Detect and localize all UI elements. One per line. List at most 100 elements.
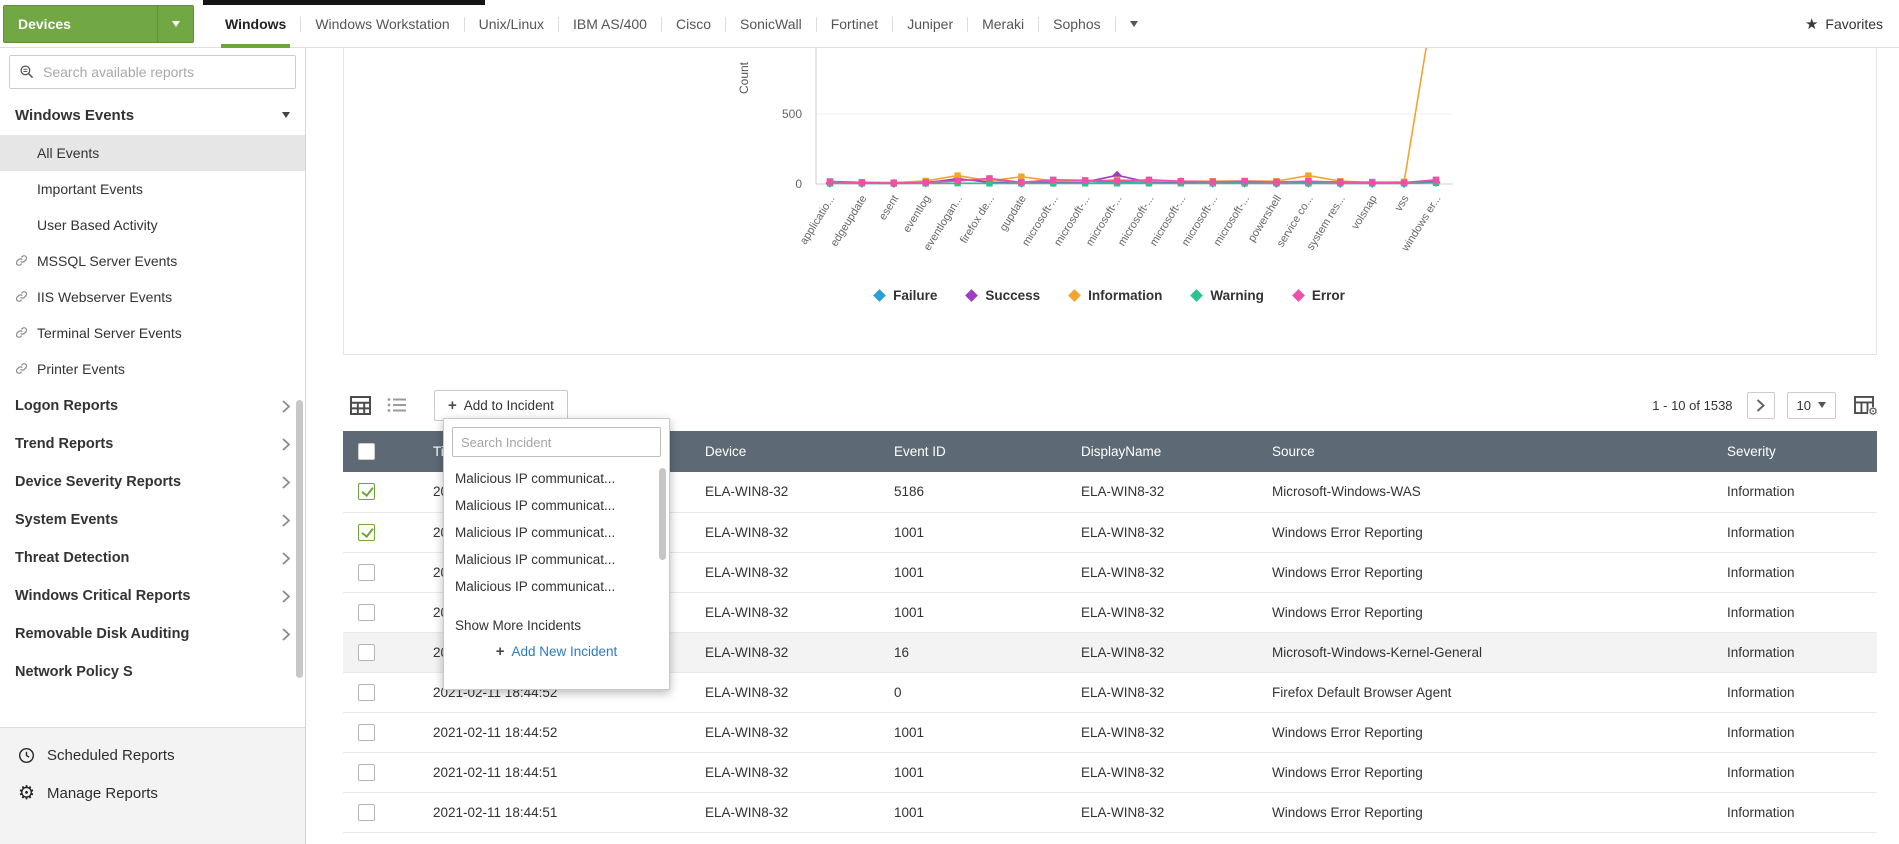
incident-list-item[interactable]: Malicious IP communicat... [455, 471, 616, 486]
scheduled-reports-button[interactable]: Scheduled Reports [0, 736, 305, 774]
cell-display-name: ELA-WIN8-32 [1071, 752, 1262, 793]
tab-juniper[interactable]: Juniper [907, 16, 954, 32]
cell-source: Microsoft-Windows-Kernel-General [1262, 632, 1717, 673]
table-row [343, 832, 1877, 844]
tab-meraki[interactable]: Meraki [982, 16, 1025, 32]
page-size-select[interactable]: 10 [1786, 391, 1836, 419]
legend-item[interactable]: Information [1068, 288, 1162, 303]
tab-fortinet[interactable]: Fortinet [830, 16, 879, 32]
tab-windows-workstation[interactable]: Windows Workstation [315, 16, 450, 32]
row-checkbox[interactable] [358, 763, 375, 781]
report-search-input[interactable] [43, 64, 286, 80]
sidebar-group-windows-critical-reports[interactable]: Windows Critical Reports [0, 577, 305, 615]
sidebar-item-label: Terminal Server Events [37, 325, 182, 341]
chevron-right-icon [282, 551, 291, 565]
svg-text:vss: vss [1393, 193, 1412, 214]
sidebar-group-label: Threat Detection [15, 550, 130, 566]
device-type-tabs: Windows Windows Workstation Unix/Linux I… [211, 0, 1152, 48]
chevron-down-icon [282, 112, 290, 118]
sidebar-scroll-area: Windows Events All Events Important Even… [0, 48, 305, 720]
page-size-value: 10 [1796, 397, 1811, 413]
manage-reports-button[interactable]: ⚙ Manage Reports [0, 774, 305, 812]
tab-unix-linux[interactable]: Unix/Linux [478, 16, 545, 32]
cell-source: Microsoft-Windows-WAS [1262, 472, 1717, 513]
devices-dropdown-button[interactable]: Devices [3, 5, 194, 43]
cell-severity: Information [1717, 752, 1877, 793]
sidebar-group-trend-reports[interactable]: Trend Reports [0, 425, 305, 463]
column-header-severity[interactable]: Severity [1717, 431, 1877, 472]
tab-sonicwall[interactable]: SonicWall [739, 16, 802, 32]
select-all-checkbox[interactable] [358, 443, 375, 460]
sidebar-group-removable-disk-auditing[interactable]: Removable Disk Auditing [0, 615, 305, 653]
row-checkbox[interactable] [358, 643, 375, 661]
cell-severity: Information [1717, 592, 1877, 633]
tabs-overflow-button[interactable] [1116, 0, 1152, 48]
incident-search-input[interactable] [461, 434, 652, 450]
tab-separator [815, 16, 817, 32]
dropdown-scrollbar[interactable] [659, 468, 666, 560]
chevron-right-icon [1756, 398, 1766, 412]
plus-icon: + [448, 396, 457, 414]
sidebar-section-windows-events[interactable]: Windows Events [0, 95, 305, 135]
show-more-incidents-button[interactable]: Show More Incidents [455, 618, 582, 633]
devices-caret-button[interactable] [157, 6, 193, 42]
sidebar-group-threat-detection[interactable]: Threat Detection [0, 539, 305, 577]
cell-device [695, 832, 884, 844]
sidebar-item-printer-events[interactable]: Printer Events [0, 351, 305, 387]
cell-device: ELA-WIN8-32 [695, 672, 884, 713]
sidebar-item-label: MSSQL Server Events [37, 253, 178, 269]
next-page-button[interactable] [1746, 391, 1775, 419]
row-checkbox[interactable] [358, 603, 375, 621]
sidebar-group-system-events[interactable]: System Events [0, 501, 305, 539]
svg-text:esent: esent [877, 193, 901, 222]
cell-severity: Information [1717, 672, 1877, 713]
add-new-incident-button[interactable]: + Add New Incident [444, 644, 669, 659]
add-to-incident-button[interactable]: + Add to Incident [434, 389, 568, 421]
row-checkbox[interactable] [358, 523, 375, 541]
sidebar-item-all-events[interactable]: All Events [0, 135, 305, 171]
sidebar-scrollbar[interactable] [296, 400, 303, 678]
list-view-button[interactable] [387, 397, 407, 413]
column-header-source[interactable]: Source [1262, 431, 1717, 472]
legend-item[interactable]: Error [1292, 288, 1345, 303]
legend-item[interactable]: Failure [873, 288, 937, 303]
sidebar-item-terminal-server-events[interactable]: Terminal Server Events [0, 315, 305, 351]
legend-item[interactable]: Success [965, 288, 1040, 303]
tab-windows[interactable]: Windows [211, 0, 300, 48]
row-checkbox[interactable] [358, 803, 375, 821]
row-checkbox[interactable] [358, 683, 375, 701]
incident-list-item[interactable]: Malicious IP communicat... [455, 579, 616, 594]
tab-separator [1038, 16, 1040, 32]
plus-icon: + [495, 643, 505, 660]
favorites-button[interactable]: ★ Favorites [1805, 0, 1883, 48]
column-header-device[interactable]: Device [695, 431, 884, 472]
sidebar-group-device-severity-reports[interactable]: Device Severity Reports [0, 463, 305, 501]
row-checkbox[interactable] [358, 563, 375, 581]
devices-label: Devices [18, 16, 71, 32]
row-checkbox[interactable] [358, 723, 375, 741]
row-checkbox[interactable] [358, 483, 375, 501]
grid-view-button[interactable] [350, 395, 371, 415]
tab-sophos[interactable]: Sophos [1053, 16, 1101, 32]
sidebar-item-important-events[interactable]: Important Events [0, 171, 305, 207]
incident-list-item[interactable]: Malicious IP communicat... [455, 498, 616, 513]
sidebar-item-iis-webserver-events[interactable]: IIS Webserver Events [0, 279, 305, 315]
sidebar-item-label: All Events [37, 145, 100, 161]
incident-list-item[interactable]: Malicious IP communicat... [455, 525, 616, 540]
column-header-event-id[interactable]: Event ID [884, 431, 1071, 472]
sidebar-group-label: Device Severity Reports [15, 474, 182, 490]
cell-event-id: 1001 [884, 752, 1071, 793]
sidebar-group-label: System Events [15, 512, 119, 528]
sidebar-group-network-policy[interactable]: Network Policy S [0, 653, 305, 691]
column-settings-button[interactable]: ⚙ [1854, 396, 1878, 418]
column-header-displayname[interactable]: DisplayName [1071, 431, 1262, 472]
cell-event-id: 5186 [884, 472, 1071, 513]
tab-cisco[interactable]: Cisco [675, 16, 711, 32]
incident-list: Malicious IP communicat... Malicious IP c… [444, 465, 669, 600]
legend-item[interactable]: Warning [1190, 288, 1264, 303]
incident-list-item[interactable]: Malicious IP communicat... [455, 552, 616, 567]
sidebar-item-mssql-server-events[interactable]: MSSQL Server Events [0, 243, 305, 279]
sidebar-group-logon-reports[interactable]: Logon Reports [0, 387, 305, 425]
sidebar-item-user-based-activity[interactable]: User Based Activity [0, 207, 305, 243]
tab-ibm-as400[interactable]: IBM AS/400 [573, 16, 647, 32]
